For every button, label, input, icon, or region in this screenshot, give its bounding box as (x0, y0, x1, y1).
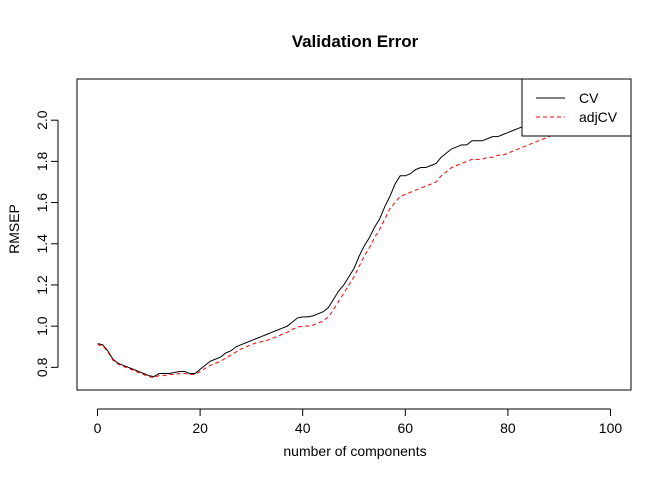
plot-frame (76, 78, 632, 391)
series-line-cv (97, 111, 560, 378)
x-tick-label: 0 (94, 420, 102, 436)
x-tick-label: 80 (500, 420, 516, 436)
plot-area: 0 20 40 60 80 100 0.8 1.0 1.2 1.4 1.6 1.8 2.0 (34, 78, 632, 436)
x-tick-label: 60 (398, 420, 414, 436)
x-tick-label: 20 (192, 420, 208, 436)
legend-label-adjcv: adjCV (579, 109, 618, 125)
x-tick-label: 100 (599, 420, 623, 436)
y-tick-label: 2.0 (34, 110, 50, 130)
y-axis-label: RMSEP (6, 204, 22, 254)
x-tick-label: 40 (295, 420, 311, 436)
series-line-adjcv (97, 134, 560, 379)
chart-title: Validation Error (292, 32, 419, 51)
legend-label-cv: CV (579, 90, 599, 106)
y-tick-label: 0.8 (34, 357, 50, 377)
y-tick-label: 1.0 (34, 316, 50, 336)
x-axis-label: number of components (283, 443, 426, 459)
series-layer (97, 111, 560, 379)
y-tick-label: 1.8 (34, 151, 50, 171)
y-tick-label: 1.6 (34, 193, 50, 213)
y-tick-label: 1.4 (34, 234, 50, 254)
legend: CV adjCV (521, 78, 632, 137)
y-tick-label: 1.2 (34, 275, 50, 295)
legend-box (521, 78, 632, 137)
